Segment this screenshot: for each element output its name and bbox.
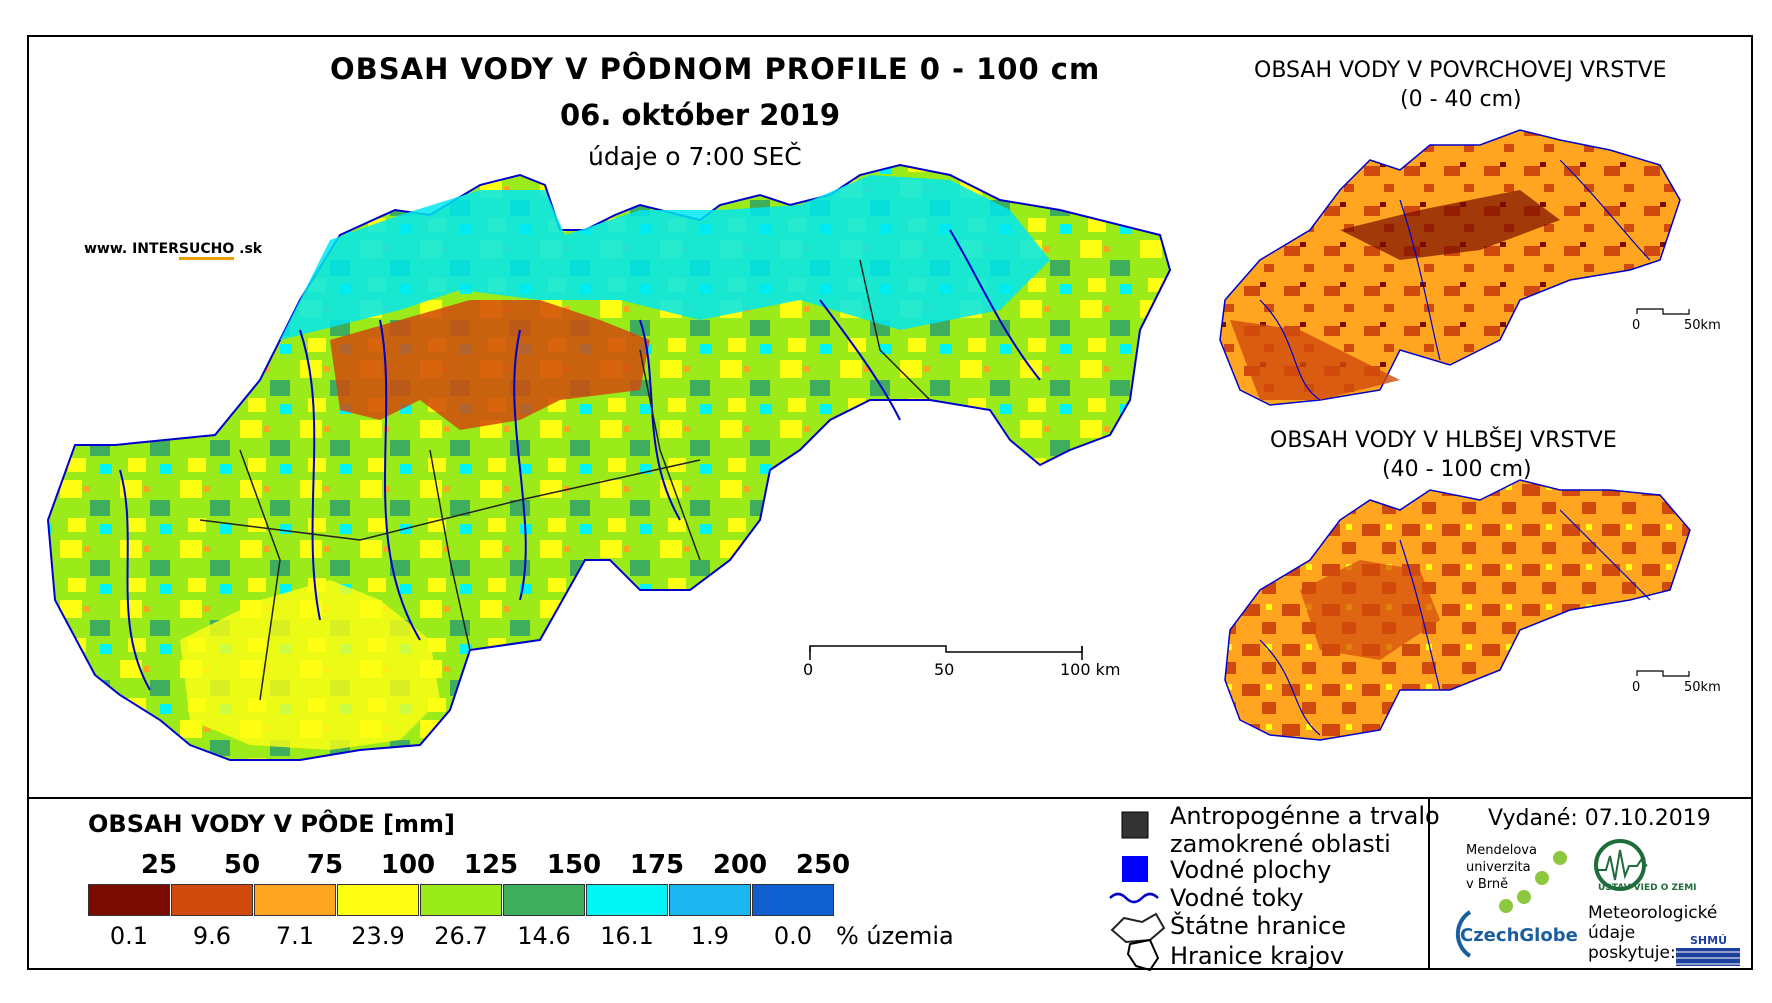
legend-pct-100: 23.9 (351, 922, 405, 950)
streams-label: Vodné toky (1170, 884, 1304, 912)
legend-pct-150: 14.6 (517, 922, 571, 950)
legend-swatch-250 (752, 884, 834, 916)
czechglobe-logo-arc (1455, 910, 1472, 958)
water-bodies-label: Vodné plochy (1170, 856, 1332, 884)
intersucho-site-label: www. INTERSUCHO .sk (84, 241, 263, 260)
main-scale-label-50: 50 (934, 660, 955, 679)
site-mid: SUCHO (178, 241, 235, 260)
main-map-title: OBSAH VODY V PÔDNOM PROFILE 0 - 100 cm (330, 52, 1101, 86)
state-border-label: Štátne hranice (1170, 912, 1346, 940)
legend-bin-value-200: 200 (712, 850, 768, 880)
inset-top-scale-bar (1636, 308, 1690, 315)
inset-bottom-scale-bar (1636, 670, 1690, 677)
legend-swatch-50 (171, 884, 253, 916)
streams-symbol (1109, 892, 1159, 904)
inset-bottom-title: OBSAH VODY V HLBŠEJ VRSTVE (1270, 428, 1617, 453)
meteo-provider-label: Meteorologické údaje poskytuje: (1588, 903, 1718, 963)
legend-swatch-175 (586, 884, 668, 916)
legend-title: OBSAH VODY V PÔDE [mm] (88, 810, 456, 838)
main-map-region-borders (199, 259, 931, 701)
legend-unit-label: % územia (836, 922, 954, 950)
credits-divider (1428, 797, 1430, 970)
main-map-wet-north (280, 175, 1050, 340)
inset-bottom-scale-50: 50km (1684, 680, 1721, 695)
legend-pct-25: 0.1 (109, 922, 149, 950)
site-suffix: .sk (234, 241, 263, 257)
legend-swatch-100 (337, 884, 419, 916)
legend-swatch-25 (88, 884, 170, 916)
mendel-line-2: univerzita (1466, 860, 1531, 875)
legend-swatch-75 (254, 884, 336, 916)
inset-top-scale-50: 50km (1684, 318, 1721, 333)
legend-pct-175: 16.1 (600, 922, 654, 950)
inset-bottom-map (1224, 479, 1691, 741)
anthropogenic-label-2: zamokrené oblasti (1170, 830, 1391, 858)
anthropogenic-label: Antropogénne a trvalo (1170, 802, 1440, 830)
legend-pct-250: 0.0 (773, 922, 813, 950)
main-scale-label-100: 100 km (1060, 660, 1121, 679)
inset-bottom-subtitle: (40 - 100 cm) (1382, 457, 1532, 482)
legend-divider (27, 797, 1753, 799)
legend-bin-value-125: 125 (463, 850, 519, 880)
inset-top-map (1219, 129, 1681, 406)
site-prefix: www. INTER (84, 241, 179, 257)
inset-bottom-scale-0: 0 (1632, 680, 1641, 695)
inset-top-scale-0: 0 (1632, 318, 1641, 333)
region-border-label: Hranice krajov (1170, 942, 1345, 970)
mendel-line-3: v Brně (1466, 877, 1509, 892)
legend-pct-200: 1.9 (690, 922, 730, 950)
mendel-logo-dots (1499, 851, 1567, 913)
anthropogenic-swatch (1121, 811, 1149, 839)
legend-bin-value-175: 175 (629, 850, 685, 880)
legend-bin-value-150: 150 (546, 850, 602, 880)
issued-date: Vydané: 07.10.2019 (1488, 806, 1711, 831)
main-map-time: údaje o 7:00 SEČ (588, 142, 802, 171)
main-scale-label-0: 0 (803, 660, 814, 679)
uvz-logo-text: ÚSTAV VIED O ZEMI (1598, 883, 1697, 893)
legend-bin-value-75: 75 (306, 850, 344, 880)
legend-pct-50: 9.6 (192, 922, 232, 950)
state-border-symbol (1110, 912, 1166, 944)
shmu-logo (1676, 948, 1740, 966)
water-bodies-swatch (1122, 856, 1148, 882)
legend-swatch-125 (420, 884, 502, 916)
legend-pct-125: 26.7 (434, 922, 488, 950)
inset-top-subtitle: (0 - 40 cm) (1400, 87, 1522, 112)
shmu-logo-text: SHMÚ (1690, 934, 1728, 947)
main-map-dry-south (180, 580, 440, 750)
main-map (46, 163, 1172, 761)
mendel-line-1: Mendelova (1466, 843, 1537, 858)
legend-swatch-150 (503, 884, 585, 916)
main-map-dry-center (330, 300, 650, 430)
main-scale-bar (809, 645, 1083, 660)
legend-bin-value-100: 100 (380, 850, 436, 880)
legend-pct-75: 7.1 (275, 922, 315, 950)
legend-bin-value-250: 250 (795, 850, 851, 880)
legend-swatch-200 (669, 884, 751, 916)
inset-top-title: OBSAH VODY V POVRCHOVEJ VRSTVE (1254, 58, 1667, 83)
legend-bin-value-50: 50 (223, 850, 261, 880)
region-border-symbol (1126, 938, 1160, 972)
legend-bin-value-25: 25 (140, 850, 178, 880)
main-map-date: 06. október 2019 (560, 98, 841, 132)
czechglobe-logo: CzechGlobe (1460, 925, 1578, 946)
uvz-logo (1594, 839, 1648, 891)
